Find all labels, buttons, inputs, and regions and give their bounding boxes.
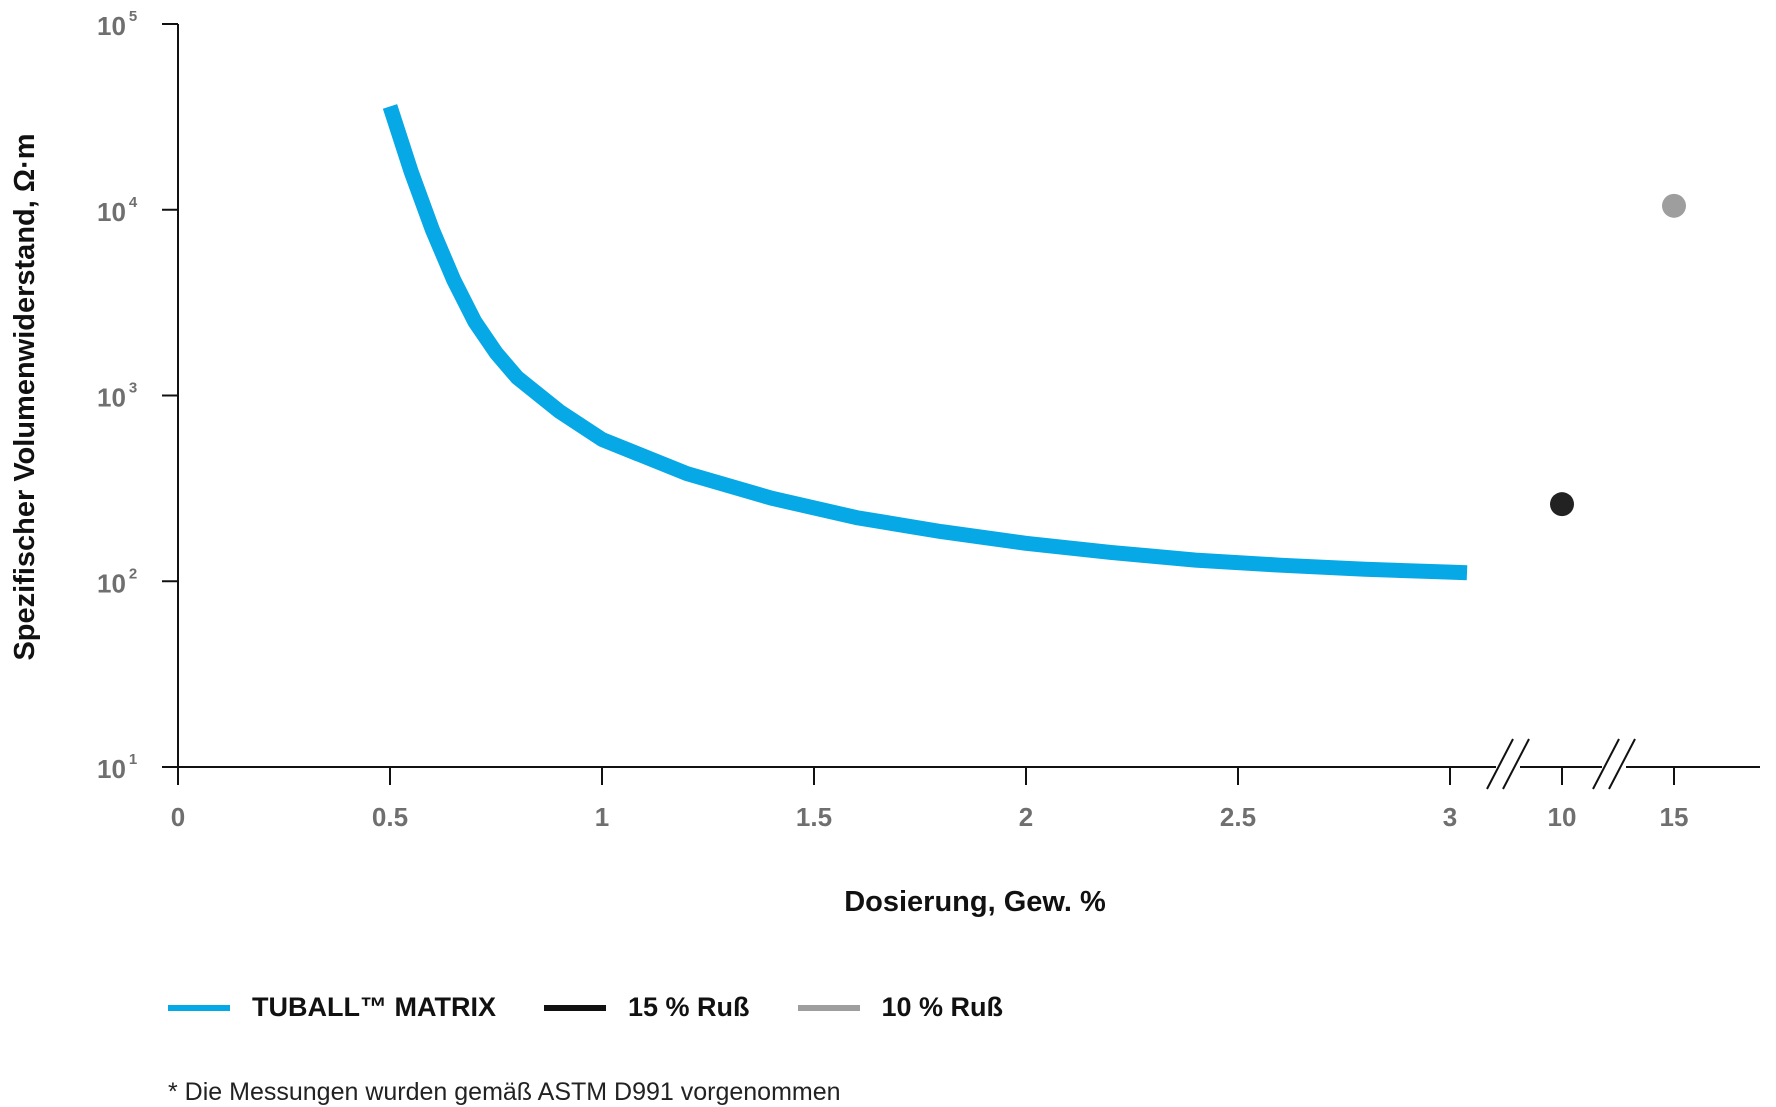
point-10-russ [1662,193,1686,218]
axis-break-marks [1486,738,1636,790]
x-tick-label: 3 [1443,802,1457,832]
legend-swatch-15-russ [543,1004,606,1011]
x-tick-label: 10 [1548,802,1577,832]
legend-label-15-russ: 15 % Ruß [627,992,750,1022]
x-tick-label: 15 [1660,802,1689,832]
legend-label-10-russ: 10 % Ruß [881,992,1004,1022]
point-15-russ [1550,492,1574,517]
axis-break-slash [1592,738,1620,790]
legend-item-tuball: TUBALL™ MATRIX [168,992,496,1023]
footnote: * Die Messungen wurden gemäß ASTM D991 v… [168,1078,841,1106]
x-tick-label: 0.5 [372,802,408,832]
x-axis-title: Dosierung, Gew. % [844,886,1106,918]
x-tick-label: 1.5 [796,802,832,832]
axes [177,24,1760,768]
legend-label-tuball: TUBALL™ MATRIX [252,992,496,1022]
y-tick-label: 10 5 [97,8,137,41]
y-tick-label: 10 4 [97,194,138,227]
x-tick-label: 1 [595,802,609,832]
legend-item-10-russ: 10 % Ruß [797,992,1004,1023]
y-tick-label: 10 3 [97,380,137,413]
y-axis-title: Spezifischer Volumenwiderstand, Ω·m [9,133,41,660]
y-tick-label: 10 2 [97,565,137,598]
axis-break-gap [1602,763,1626,771]
x-tick-label: 2.5 [1220,802,1256,832]
axis-break-slash [1486,738,1514,790]
legend-swatch-10-russ [797,1004,860,1011]
y-tick-label: 10 1 [97,751,137,784]
legend-swatch-tuball [168,1004,230,1011]
axis-break-slash [1502,738,1530,790]
series-line-tuball [382,104,1468,581]
axis-break-gap [1496,763,1520,771]
x-tick-label: 0 [171,802,185,832]
legend: TUBALL™ MATRIX 15 % Ruß 10 % Ruß [168,992,1051,1023]
x-axis-ticks: 0 0.5 1 1.5 2 2.5 3 10 15 [171,767,1689,832]
legend-item-15-russ: 15 % Ruß [543,992,750,1023]
x-tick-label: 2 [1019,802,1033,832]
axis-break-slash [1608,738,1636,790]
data-series [382,104,1686,581]
